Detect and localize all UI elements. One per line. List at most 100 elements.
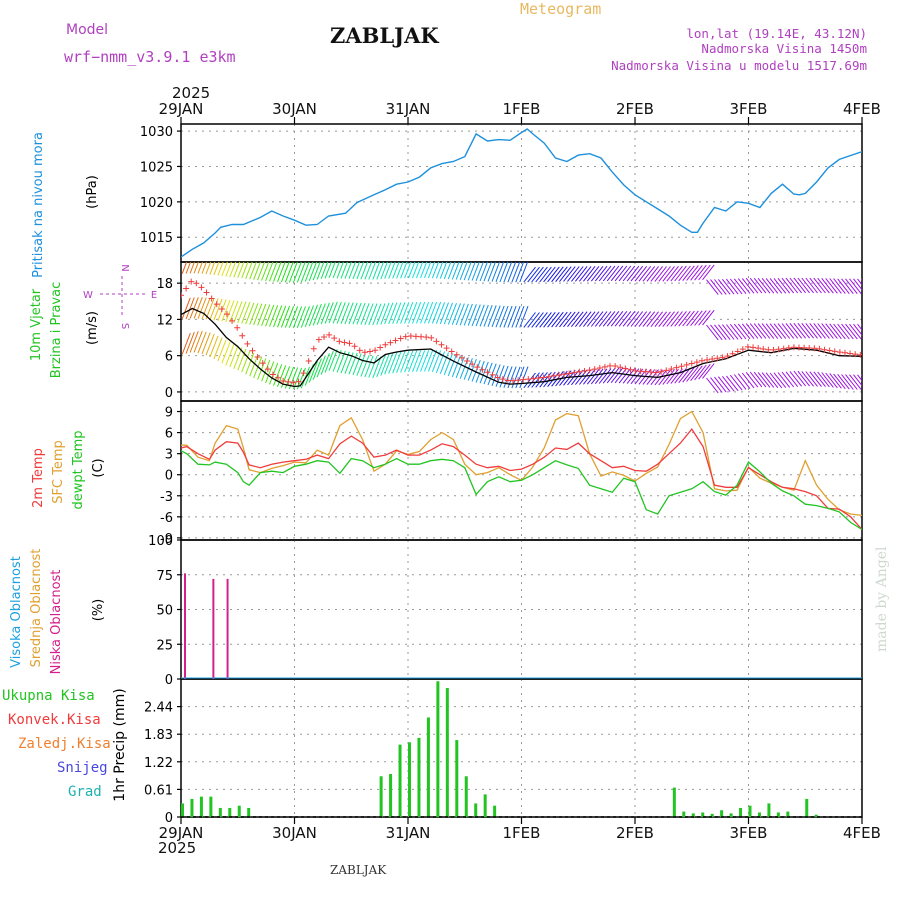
wind-barb bbox=[439, 352, 449, 374]
precip-bar bbox=[398, 744, 402, 817]
wind-barb bbox=[229, 300, 239, 323]
wind-gust-mark bbox=[438, 341, 445, 348]
wind-barb bbox=[809, 323, 822, 339]
wind-barb bbox=[352, 302, 362, 325]
precip-bar bbox=[426, 717, 430, 817]
wind-barb bbox=[316, 262, 325, 280]
top-xtick-label: 3FEB bbox=[730, 100, 768, 118]
wind-barb bbox=[602, 265, 616, 282]
wind-barb bbox=[757, 277, 771, 294]
wind-gust-mark bbox=[571, 369, 578, 376]
wind-gust-mark bbox=[683, 361, 690, 368]
wind-barb bbox=[364, 355, 374, 378]
wind-gust-mark bbox=[494, 374, 501, 381]
wind-gust-mark bbox=[693, 359, 700, 366]
wind-barb bbox=[376, 355, 386, 378]
wind-gust-mark bbox=[612, 363, 619, 370]
wind-barb bbox=[837, 373, 850, 390]
wind-barb bbox=[662, 266, 675, 282]
wind-gust-mark bbox=[796, 344, 803, 351]
wind-gust-mark bbox=[351, 343, 358, 350]
precip-bar bbox=[464, 776, 468, 817]
wind-barb bbox=[718, 324, 731, 340]
precip-bar bbox=[739, 807, 743, 817]
wind-barb bbox=[181, 333, 191, 355]
wind-barb bbox=[543, 311, 556, 328]
wind-barb bbox=[515, 366, 525, 389]
wind-barb bbox=[181, 262, 188, 274]
wind-barb bbox=[861, 323, 862, 326]
wind-barb bbox=[340, 302, 350, 324]
wind-barb bbox=[650, 311, 663, 328]
wind-barb bbox=[225, 300, 235, 323]
wind-gust-mark bbox=[704, 356, 711, 363]
wind-barb bbox=[380, 302, 390, 325]
wind-gust-mark bbox=[453, 351, 460, 358]
wind-barb bbox=[841, 278, 854, 295]
wind-barb bbox=[737, 373, 751, 390]
wind-barb bbox=[205, 262, 212, 275]
wind-barb bbox=[559, 266, 572, 282]
wind-barb bbox=[598, 265, 612, 282]
wind-barb bbox=[535, 312, 548, 328]
wind-barb bbox=[861, 374, 862, 377]
wind-gust-mark bbox=[269, 371, 276, 378]
wind-barb bbox=[849, 374, 862, 390]
wind-barb bbox=[312, 358, 322, 380]
wind-barb bbox=[249, 303, 259, 325]
wind-barb bbox=[475, 304, 485, 327]
wind-barb bbox=[821, 372, 834, 388]
wind-barb bbox=[257, 262, 266, 281]
wind-gust-mark bbox=[418, 333, 425, 340]
wind-barb bbox=[809, 371, 822, 387]
wind-barb bbox=[686, 265, 699, 281]
wind-barb bbox=[320, 262, 329, 279]
wind-barb bbox=[606, 265, 620, 282]
wind-barb bbox=[320, 302, 330, 325]
wind-barb bbox=[412, 301, 422, 324]
wind-barb bbox=[300, 306, 310, 328]
wind-barb bbox=[527, 266, 540, 283]
wind-gust-mark bbox=[857, 351, 862, 358]
wind-gust-mark bbox=[341, 339, 348, 346]
wind-gust-mark bbox=[326, 331, 333, 338]
wind-barb bbox=[471, 262, 480, 281]
wind-barb bbox=[781, 277, 795, 294]
wind-ytick-label: 0 bbox=[165, 386, 173, 401]
wind-barb bbox=[769, 278, 783, 294]
dewpoint-line bbox=[181, 450, 862, 531]
wind-barb bbox=[845, 323, 858, 340]
wind-barb bbox=[511, 366, 521, 389]
wind-barb bbox=[348, 352, 358, 375]
wind-barb bbox=[491, 364, 501, 386]
precip-bar bbox=[190, 798, 194, 817]
wind-barb bbox=[642, 266, 656, 282]
wind-barb bbox=[793, 322, 806, 339]
wind-barb bbox=[368, 262, 377, 280]
precip-bar bbox=[436, 681, 440, 817]
wind-barb bbox=[773, 372, 787, 389]
cloud-ylabel-mid: Srednja Oblacnost bbox=[29, 549, 44, 668]
wind-gust-mark bbox=[366, 348, 373, 355]
pressure-ytick-label: 1030 bbox=[140, 125, 173, 140]
wind-barb bbox=[702, 363, 715, 379]
wind-barb bbox=[801, 371, 814, 387]
wind-gust-mark bbox=[647, 369, 654, 376]
temperature-ytick-label: 6 bbox=[165, 427, 173, 442]
wind-gust-mark bbox=[622, 365, 629, 372]
wind-barb bbox=[324, 302, 334, 324]
wind-barb bbox=[292, 262, 302, 283]
wind-barb bbox=[753, 371, 767, 388]
wind-barb bbox=[284, 306, 295, 328]
wind-gust-mark bbox=[315, 336, 322, 343]
wind-barb bbox=[853, 374, 862, 387]
wind-barb bbox=[372, 303, 382, 326]
wind-barb bbox=[622, 311, 636, 327]
wind-barb bbox=[555, 266, 568, 283]
wind-barb bbox=[694, 310, 707, 326]
wind-barb bbox=[722, 324, 735, 340]
clouds-ytick-label: 50 bbox=[156, 604, 173, 619]
precip-bar bbox=[389, 774, 393, 817]
wind-barb bbox=[563, 266, 576, 282]
wind-barb bbox=[261, 359, 271, 382]
